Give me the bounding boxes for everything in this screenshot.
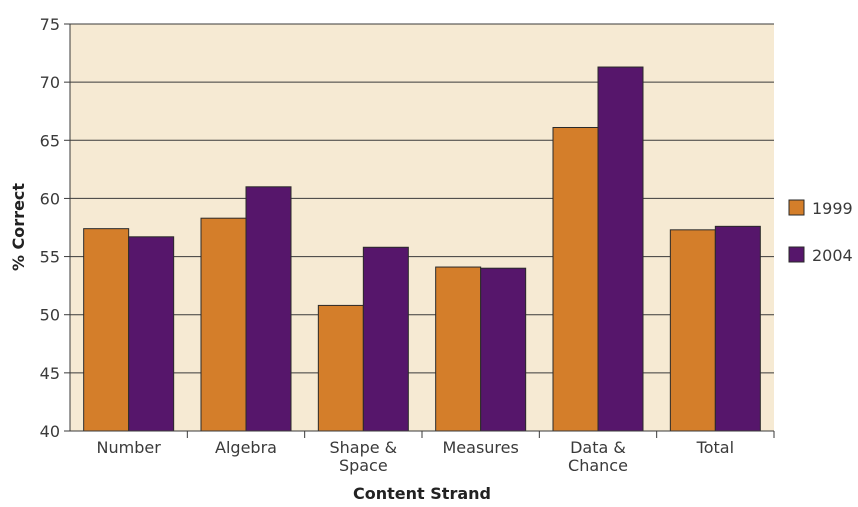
bar-1999-2 [317, 304, 364, 432]
bar-2004-0 [128, 236, 175, 432]
x-tick-label: Number [97, 438, 162, 457]
y-tick-label: 55 [40, 248, 60, 267]
x-tick-label: Space [339, 456, 388, 475]
bar-2004-2 [362, 246, 409, 432]
legend-label: 1999 [812, 199, 853, 218]
bar-1999-1 [200, 217, 247, 432]
x-tick-label: Total [696, 438, 734, 457]
bar-1999-4 [552, 126, 599, 432]
x-tick-label: Chance [568, 456, 628, 475]
bar-2004-5 [714, 225, 761, 432]
y-tick-label: 45 [40, 364, 60, 383]
gridlines [70, 23, 774, 374]
y-tick-label: 70 [40, 73, 60, 92]
bar-2004-4 [597, 66, 644, 432]
y-axis: 40 45 50 55 60 65 70 75 [40, 15, 71, 441]
plot-area [70, 24, 774, 431]
y-tick-label: 40 [40, 422, 60, 441]
legend-swatch-1999 [788, 199, 805, 216]
legend: 1999 2004 [788, 199, 853, 265]
bar-2004-3 [480, 267, 527, 432]
x-tick-label: Measures [442, 438, 518, 457]
bar-1999-5 [669, 229, 716, 432]
y-axis-title: % Correct [9, 183, 28, 271]
x-tick-label: Algebra [215, 438, 277, 457]
bars [83, 66, 761, 432]
y-tick-label: 50 [40, 306, 60, 325]
x-tick-label: Shape & [329, 438, 397, 457]
x-axis: Number Algebra Shape &Space Measures Data &C… [70, 430, 775, 475]
bar-2004-1 [245, 186, 292, 432]
x-axis-title: Content Strand [353, 484, 491, 503]
bar-1999-0 [83, 228, 130, 432]
bar-1999-3 [435, 266, 482, 432]
y-tick-label: 65 [40, 131, 60, 150]
x-tick-label: Data & [570, 438, 626, 457]
legend-swatch-2004 [788, 246, 805, 263]
y-tick-label: 75 [40, 15, 60, 34]
legend-label: 2004 [812, 246, 853, 265]
y-tick-label: 60 [40, 189, 60, 208]
